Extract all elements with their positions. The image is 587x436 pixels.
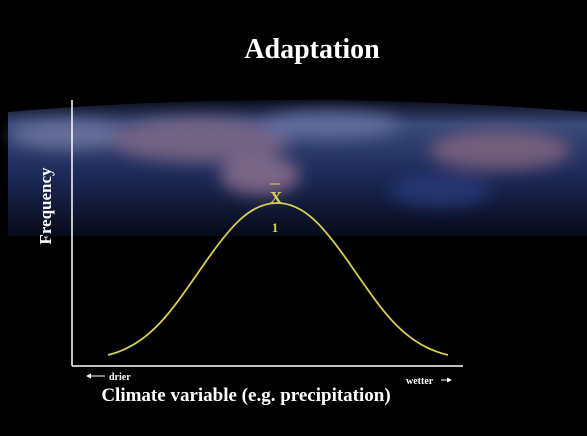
drier-arrow: [86, 373, 105, 379]
distribution-curve: [107, 202, 449, 356]
mean-label: X: [270, 188, 283, 207]
mean-subscript: 1: [272, 220, 279, 235]
earth-image: [8, 100, 587, 236]
wetter-label: wetter: [406, 376, 434, 387]
x-axis-label: Climate variable (e.g. precipitation): [101, 385, 390, 406]
title: Adaptation: [244, 34, 380, 65]
wetter-arrow: [441, 377, 452, 383]
drier-label: drier: [109, 372, 131, 383]
y-axis-label: Frequency: [36, 167, 55, 245]
